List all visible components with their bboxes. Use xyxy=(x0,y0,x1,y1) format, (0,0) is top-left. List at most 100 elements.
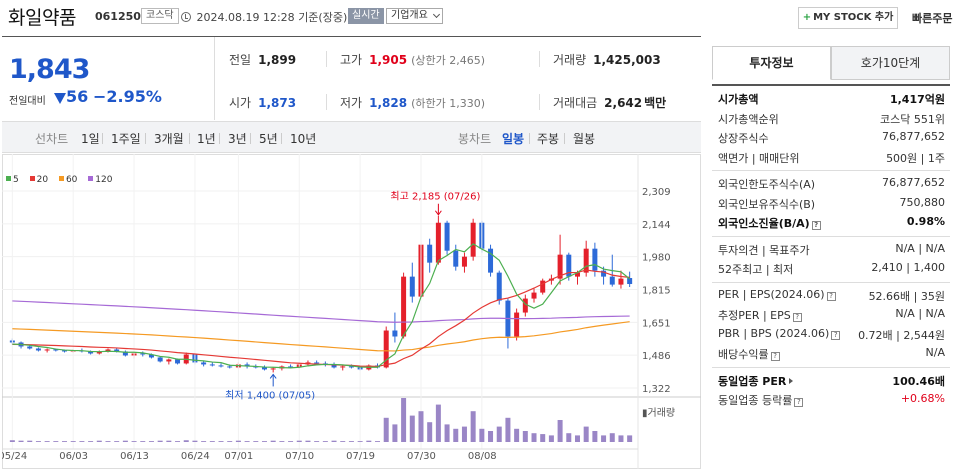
volume-bar xyxy=(479,428,485,442)
help-icon[interactable]: ? xyxy=(831,330,841,340)
volume-bar xyxy=(148,441,154,442)
period-1w[interactable]: 1주일 xyxy=(111,132,141,146)
info-value: 0.98% xyxy=(906,215,945,228)
period-1y[interactable]: 1년 xyxy=(197,132,216,146)
info-label: 시가총액순위 xyxy=(718,111,779,127)
candle-body xyxy=(227,366,233,368)
help-icon[interactable]: ? xyxy=(792,313,802,322)
candle-body xyxy=(566,254,572,277)
help-icon[interactable]: ? xyxy=(826,291,836,301)
info-row: 시가총액순위 코스닥 551위 xyxy=(712,109,950,129)
y-tick-label: 1,815 xyxy=(642,286,671,297)
info-label: 동일업종 등락률? xyxy=(718,392,804,408)
candle-monthly[interactable]: 월봉 xyxy=(573,132,596,146)
period-3y[interactable]: 3년 xyxy=(228,132,247,146)
candle-body xyxy=(348,366,354,368)
volume-bar xyxy=(296,440,302,442)
candle-body xyxy=(148,354,154,358)
y-tick-label: 2,144 xyxy=(642,220,671,231)
info-label: 추정PER | EPS? xyxy=(718,307,802,323)
volume-bar xyxy=(522,431,528,442)
tab-investment-info[interactable]: 투자정보 xyxy=(712,46,831,80)
info-group: 투자의견 | 목표주가 N/A | N/A 52주최고 | 최저 2,410 | 1,… xyxy=(712,237,950,283)
volume-bar xyxy=(627,435,633,442)
period-5y[interactable]: 5년 xyxy=(259,132,278,146)
period-3m[interactable]: 3개월 xyxy=(154,132,184,146)
info-tabs: 투자정보 호가10단계 xyxy=(712,46,950,80)
candle-weekly[interactable]: 주봉 xyxy=(537,132,560,146)
info-label: 시가총액 xyxy=(718,91,758,107)
x-tick-label: 08/08 xyxy=(468,451,497,462)
volume-bar xyxy=(201,441,207,442)
volume-bar xyxy=(53,441,59,442)
line-chart-label: 선차트 xyxy=(35,132,69,146)
candle-body xyxy=(35,348,41,351)
volume-bar xyxy=(357,441,363,442)
period-1d[interactable]: 1일 xyxy=(81,132,100,146)
prev-close-label: 전일 xyxy=(229,53,252,67)
volume-bar xyxy=(9,440,15,442)
candle-body xyxy=(166,359,172,362)
candle-body xyxy=(514,312,520,337)
help-icon[interactable]: ? xyxy=(770,352,780,361)
x-tick-label: 07/10 xyxy=(285,451,314,462)
volume-bar xyxy=(175,441,181,442)
volume-bar xyxy=(470,411,476,442)
down-arrow-icon xyxy=(54,93,66,104)
info-row: 배당수익률? N/A xyxy=(712,344,950,364)
tab-order-book[interactable]: 호가10단계 xyxy=(831,46,950,80)
trade-amount-label: 거래대금 xyxy=(553,96,598,110)
current-price: 1,843 xyxy=(9,54,90,85)
volume-bar xyxy=(375,441,381,442)
company-overview-button[interactable]: 기업개요 xyxy=(386,8,443,24)
volume-bar xyxy=(44,441,50,442)
help-icon[interactable]: ? xyxy=(794,398,804,407)
high-value: 1,905 xyxy=(369,53,408,67)
help-icon[interactable]: ? xyxy=(811,221,821,230)
info-label-text: 시가총액 xyxy=(718,93,759,106)
info-label-text: 투자의견 | 목표주가 xyxy=(718,243,810,257)
quick-order-button[interactable]: 빠른주문 xyxy=(912,12,953,25)
low-price: 저가 1,828 (하한가 1,330) xyxy=(340,94,485,111)
period-10y[interactable]: 10년 xyxy=(290,132,317,146)
volume-bar xyxy=(418,411,424,442)
candle-body xyxy=(488,248,494,273)
volume-bar xyxy=(340,441,346,442)
volume-bar xyxy=(192,440,198,442)
volume-bar xyxy=(427,422,433,442)
volume-bar xyxy=(609,433,615,442)
volume-bar xyxy=(227,441,233,442)
arrow-right-icon[interactable] xyxy=(789,377,794,384)
volume-bar xyxy=(574,435,580,442)
info-label-text: 52주최고 | 최저 xyxy=(718,263,794,276)
info-value: +0.68% xyxy=(900,392,945,405)
my-stock-add-button[interactable]: + MY STOCK 추가 xyxy=(798,7,898,29)
candle-body xyxy=(627,278,633,285)
investment-info-panel: 투자정보 호가10단계 시가총액 1,417억원 시가총액순위 코스닥 551위 상장주… xyxy=(712,46,950,413)
info-label-text: PBR | BPS (2024.06) xyxy=(718,326,830,340)
y-tick-label: 1,980 xyxy=(642,253,671,264)
candle-body xyxy=(618,278,624,285)
candle-body xyxy=(531,292,537,299)
volume-bar xyxy=(18,440,24,442)
info-label-text: 액면가 | 매매단위 xyxy=(718,151,800,165)
stock-header: 화일약품 061250 코스닥 2024.08.19 12:28 기준(장중) … xyxy=(0,0,961,34)
info-row: 외국인한도주식수(A) 76,877,652 xyxy=(712,174,950,194)
x-tick-label: 06/03 xyxy=(59,451,88,462)
volume-bar xyxy=(183,440,189,442)
volume-bar xyxy=(496,426,502,442)
candle-body xyxy=(453,250,459,267)
candle-body xyxy=(427,244,433,263)
plus-icon: + xyxy=(802,12,812,23)
volume-bar xyxy=(601,435,607,442)
info-value: N/A xyxy=(925,346,945,359)
info-value: N/A | N/A xyxy=(895,307,945,320)
info-label: 52주최고 | 최저 xyxy=(718,261,793,277)
trade-amount: 거래대금 2,642 백만 xyxy=(553,94,666,111)
info-value: 코스닥 551위 xyxy=(880,112,945,126)
volume-bar xyxy=(583,426,589,442)
volume-bar xyxy=(366,440,372,442)
candle-daily[interactable]: 일봉 xyxy=(502,132,525,146)
candle-body xyxy=(461,256,467,267)
volume-bar xyxy=(131,441,137,442)
